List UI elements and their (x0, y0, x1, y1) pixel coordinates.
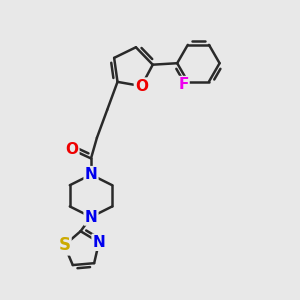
Text: O: O (65, 142, 78, 157)
Text: N: N (85, 209, 98, 224)
Text: N: N (93, 235, 105, 250)
Text: F: F (178, 77, 189, 92)
Text: O: O (135, 79, 148, 94)
Text: S: S (58, 236, 70, 254)
Text: N: N (85, 167, 98, 182)
